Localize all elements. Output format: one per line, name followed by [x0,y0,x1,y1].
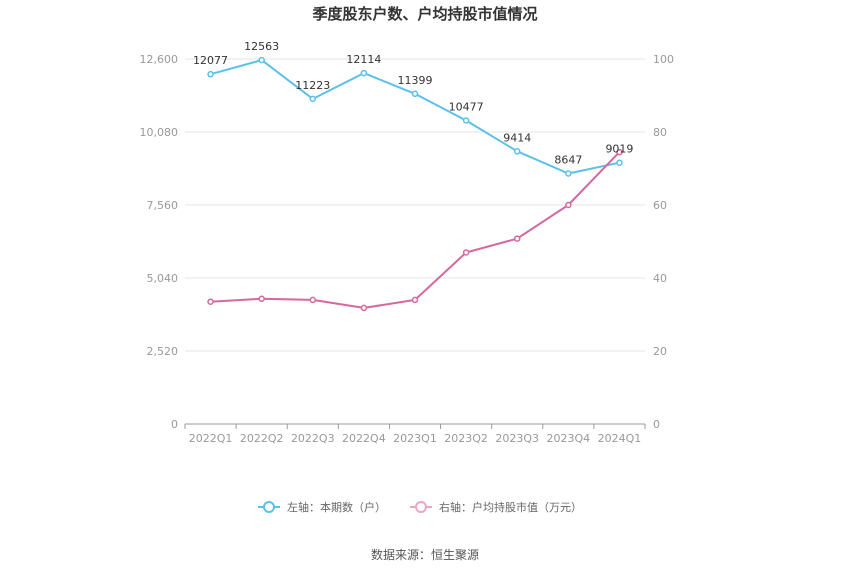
legend[interactable]: 左轴：本期数（户） 右轴：户均持股市值（万元） [258,500,582,514]
legend-label: 左轴：本期数（户） [287,500,386,514]
series-point-0[interactable] [207,70,214,78]
series-point-1[interactable] [513,235,521,242]
x-tick-label: 2023Q3 [495,432,539,445]
left-tick-label: 10,080 [140,126,179,139]
chart-title: 季度股东户数、户均持股市值情况 [312,5,537,23]
right-axis: 0 20 40 60 80 100 [653,53,674,431]
data-label: 12077 [193,54,228,67]
legend-marker [415,501,427,513]
data-label: 12114 [346,53,381,66]
series-line-1 [210,151,621,309]
series-point-1[interactable] [258,295,265,303]
left-tick-label: 5,040 [147,272,179,285]
left-tick-label: 12,600 [140,53,179,66]
data-labels: 12077 12563 11223 12114 11399 10477 9414 8647 90… [193,40,633,166]
data-label: 10477 [449,100,484,113]
right-tick-label: 80 [653,126,667,139]
series-point-0[interactable] [462,117,470,124]
data-label: 11223 [295,79,330,92]
left-tick-label: 0 [171,418,178,431]
left-tick-label: 7,560 [147,199,179,212]
data-label: 8647 [554,154,582,167]
grid-lines [185,58,645,352]
series-point-0[interactable] [360,69,368,77]
series-point-1[interactable] [207,298,214,305]
series-point-1[interactable] [616,148,623,156]
left-tick-label: 2,520 [147,345,179,358]
series-point-1[interactable] [462,249,470,256]
x-tick-label: 2024Q1 [598,432,642,445]
legend-marker [263,501,275,513]
legend-item-1[interactable]: 右轴：户均持股市值（万元） [410,500,582,514]
series-point-1[interactable] [565,201,572,209]
data-label: 12563 [244,40,279,53]
data-label: 9414 [503,131,531,144]
x-tick-label: 2022Q4 [342,432,386,445]
x-tick-label: 2022Q3 [291,432,335,445]
legend-label: 右轴：户均持股市值（万元） [439,500,582,514]
left-axis: 0 2,520 5,040 7,560 10,080 12,600 [140,53,179,431]
series-point-1[interactable] [309,296,317,304]
right-tick-label: 40 [653,272,667,285]
x-tick-label: 2022Q1 [189,432,233,445]
series-point-0[interactable] [616,159,623,166]
x-tick-label: 2023Q4 [547,432,591,445]
series-layer [207,56,623,312]
x-tick-label: 2022Q2 [240,432,284,445]
series-point-1[interactable] [411,296,419,304]
source-note: 数据来源：恒生聚源 [371,547,479,562]
x-tick-label: 2023Q1 [393,432,437,445]
right-tick-label: 100 [653,53,674,66]
data-label: 9019 [605,143,633,156]
legend-item-0[interactable]: 左轴：本期数（户） [258,500,386,514]
series-point-0[interactable] [513,148,521,155]
data-label: 11399 [398,74,433,87]
series-point-0[interactable] [411,90,419,98]
right-tick-label: 0 [653,418,660,431]
series-point-0[interactable] [565,170,572,177]
right-tick-label: 20 [653,345,667,358]
x-axis: 2022Q1 2022Q2 2022Q3 2022Q4 2023Q1 2023Q2 2023… [184,423,646,445]
series-point-0[interactable] [309,95,317,103]
series-point-1[interactable] [360,304,368,312]
right-tick-label: 60 [653,199,667,212]
x-tick-label: 2023Q2 [444,432,488,445]
series-point-0[interactable] [258,56,265,64]
